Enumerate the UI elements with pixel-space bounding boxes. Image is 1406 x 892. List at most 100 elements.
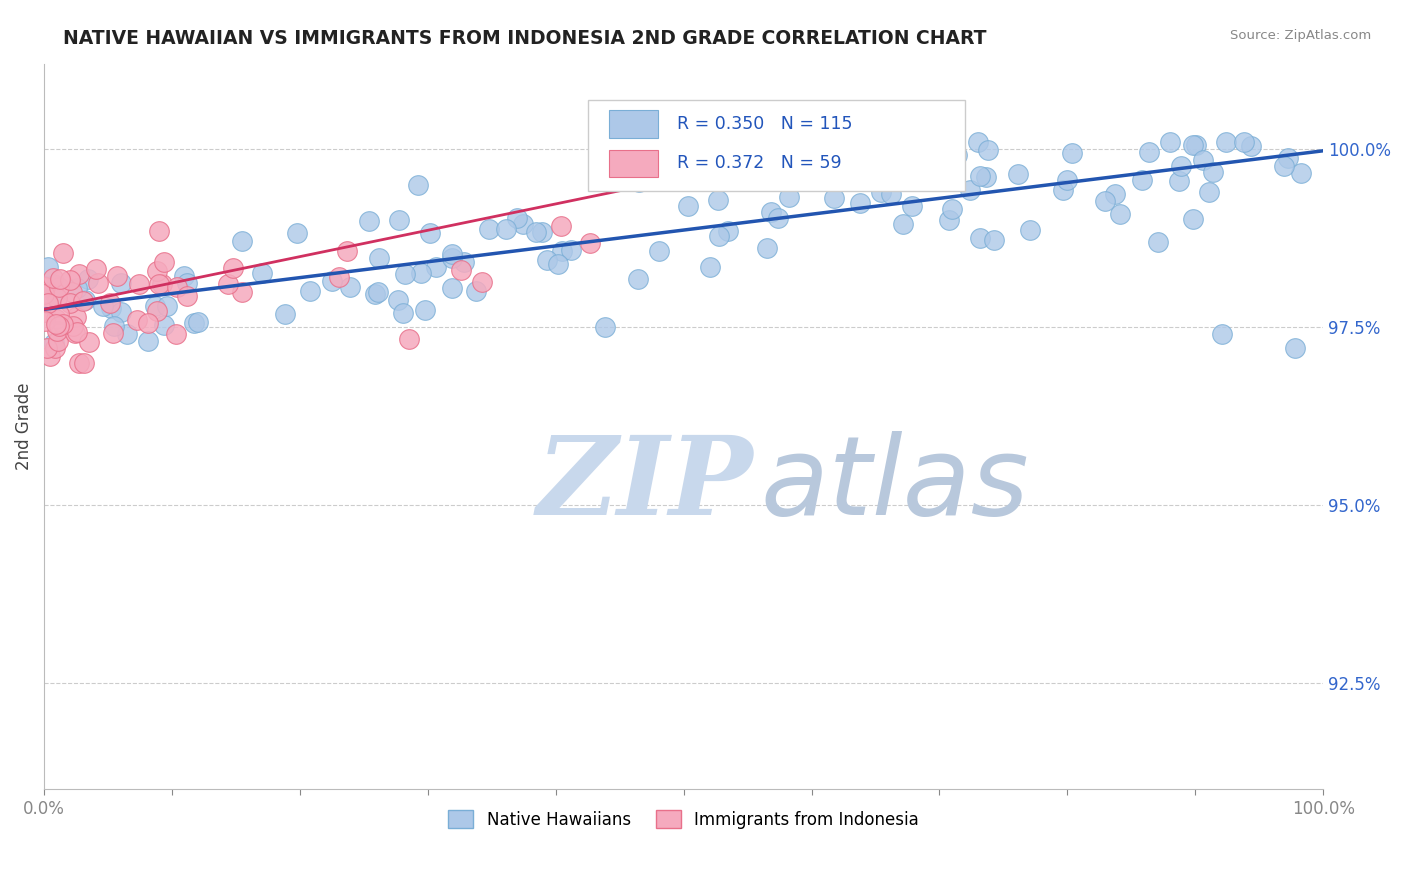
Point (72, 294, 94, 309)
Point (440, 281, 463, 295)
Point (699, 260, 721, 274)
Point (34, 305, 56, 319)
Point (98, 296, 121, 310)
Point (45, 312, 67, 326)
Point (86, 276, 108, 290)
Point (628, 175, 651, 189)
Point (37, 260, 59, 274)
Point (66, 281, 89, 295)
Point (146, 264, 169, 278)
Point (974, 169, 997, 184)
FancyBboxPatch shape (588, 100, 965, 191)
Point (1202, 164, 1225, 178)
Point (34, 287, 56, 301)
Point (865, 169, 887, 184)
Point (1272, 159, 1295, 173)
Point (152, 255, 174, 269)
Point (392, 306, 415, 320)
Point (941, 202, 963, 216)
Point (1168, 174, 1191, 188)
Bar (609, 111, 658, 138)
Point (406, 178, 429, 192)
Point (127, 313, 149, 327)
Point (143, 299, 166, 313)
Point (77, 272, 100, 286)
Point (46, 334, 69, 349)
Point (593, 320, 616, 334)
Point (1181, 212, 1204, 227)
Point (65, 310, 87, 324)
Point (756, 241, 779, 255)
Point (59, 296, 82, 310)
Point (34, 314, 56, 328)
Point (49, 272, 72, 286)
Point (148, 277, 170, 292)
Point (766, 211, 789, 225)
Point (627, 272, 650, 286)
Point (231, 234, 253, 248)
Point (101, 326, 124, 341)
Point (394, 268, 416, 282)
Point (44, 286, 66, 301)
Point (506, 211, 529, 226)
Point (217, 277, 239, 291)
Point (450, 262, 472, 277)
Text: atlas: atlas (761, 431, 1029, 538)
Bar (609, 150, 658, 178)
Point (524, 225, 547, 239)
Point (870, 164, 893, 178)
Point (464, 284, 486, 298)
Point (1277, 151, 1299, 165)
Point (72, 356, 94, 370)
Point (453, 255, 475, 269)
Point (115, 327, 138, 342)
Text: R = 0.372   N = 59: R = 0.372 N = 59 (678, 154, 842, 172)
Point (536, 252, 558, 267)
Point (128, 277, 150, 291)
Point (419, 226, 441, 240)
Point (153, 318, 176, 333)
Point (977, 143, 1000, 157)
Point (1289, 166, 1312, 180)
Point (176, 276, 198, 290)
Point (778, 190, 800, 204)
Point (967, 135, 990, 149)
Point (849, 195, 872, 210)
Text: R = 0.350   N = 115: R = 0.350 N = 115 (678, 115, 852, 133)
Point (37, 296, 59, 310)
Point (759, 205, 782, 219)
Point (298, 284, 321, 298)
Point (901, 199, 924, 213)
Point (66, 325, 89, 339)
Point (62, 318, 84, 333)
Point (52, 318, 75, 332)
Point (359, 214, 381, 228)
Point (969, 169, 991, 183)
Point (252, 267, 274, 281)
Point (100, 301, 122, 315)
Text: NATIVE HAWAIIAN VS IMMIGRANTS FROM INDONESIA 2ND GRADE CORRELATION CHART: NATIVE HAWAIIAN VS IMMIGRANTS FROM INDON… (63, 29, 987, 47)
Text: ZIP: ZIP (537, 431, 754, 539)
Point (34, 280, 56, 294)
Point (274, 308, 297, 322)
Point (1130, 173, 1153, 187)
Point (103, 318, 125, 333)
Point (48, 307, 70, 321)
Point (560, 243, 582, 257)
Point (48, 318, 70, 333)
Point (231, 285, 253, 300)
Point (1192, 153, 1215, 167)
Point (1109, 207, 1132, 221)
Point (1284, 342, 1306, 356)
Point (67, 356, 90, 370)
Point (35, 342, 58, 356)
Point (551, 244, 574, 259)
Point (222, 260, 245, 275)
Point (880, 186, 903, 201)
Point (285, 226, 308, 240)
Point (938, 212, 960, 227)
Point (367, 252, 389, 266)
Point (1147, 235, 1170, 250)
Point (110, 276, 132, 290)
Point (48, 279, 70, 293)
